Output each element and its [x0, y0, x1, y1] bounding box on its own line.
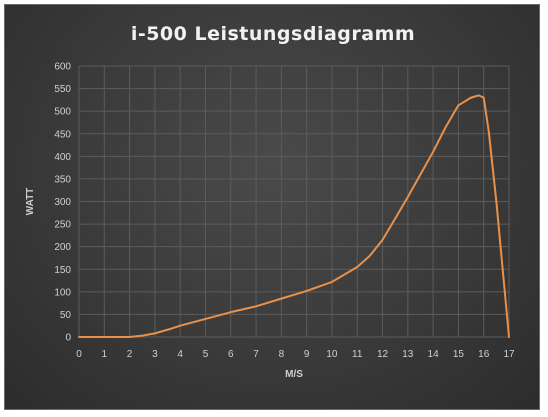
x-tick-label: 1 — [102, 349, 108, 360]
y-tick-label: 450 — [54, 129, 71, 140]
grid-lines — [78, 65, 510, 338]
y-tick-label: 150 — [54, 265, 71, 276]
y-tick-label: 200 — [54, 242, 71, 253]
y-tick-label: 350 — [54, 174, 71, 185]
y-tick-label: 550 — [54, 84, 71, 95]
y-tick-label: 400 — [54, 152, 71, 163]
x-axis-label: M/S — [285, 369, 303, 380]
series-line — [78, 94, 510, 338]
y-tick-label: 600 — [54, 62, 71, 73]
y-tick-label: 500 — [54, 107, 71, 118]
y-tick-label: 100 — [54, 287, 71, 298]
x-tick-label: 10 — [326, 349, 338, 360]
series-lines — [78, 94, 510, 338]
x-tick-label: 6 — [228, 349, 234, 360]
x-tick-label: 2 — [127, 349, 133, 360]
x-tick-label: 16 — [478, 349, 490, 360]
x-tick-label: 9 — [304, 349, 310, 360]
x-tick-label: 14 — [428, 349, 440, 360]
x-tick-label: 8 — [279, 349, 285, 360]
x-tick-label: 0 — [76, 349, 82, 360]
x-tick-label: 15 — [453, 349, 465, 360]
x-tick-label: 11 — [352, 349, 363, 360]
x-tick-label: 12 — [377, 349, 389, 360]
x-tick-label: 5 — [203, 349, 209, 360]
x-tick-label: 4 — [177, 349, 183, 360]
x-tick-label: 3 — [152, 349, 158, 360]
x-tick-label: 17 — [503, 349, 515, 360]
x-tick-label: 7 — [253, 349, 259, 360]
y-tick-label: 0 — [65, 333, 71, 344]
x-tick-label: 13 — [402, 349, 414, 360]
y-axis-label: WATT — [25, 188, 36, 216]
y-tick-label: 50 — [60, 310, 72, 321]
y-tick-label: 250 — [54, 220, 71, 231]
y-tick-label: 300 — [54, 197, 71, 208]
chart-frame: i-500 Leistungsdiagramm 0 50 100 150 200 250 3… — [4, 4, 540, 410]
chart-title: i-500 Leistungsdiagramm — [130, 23, 416, 45]
